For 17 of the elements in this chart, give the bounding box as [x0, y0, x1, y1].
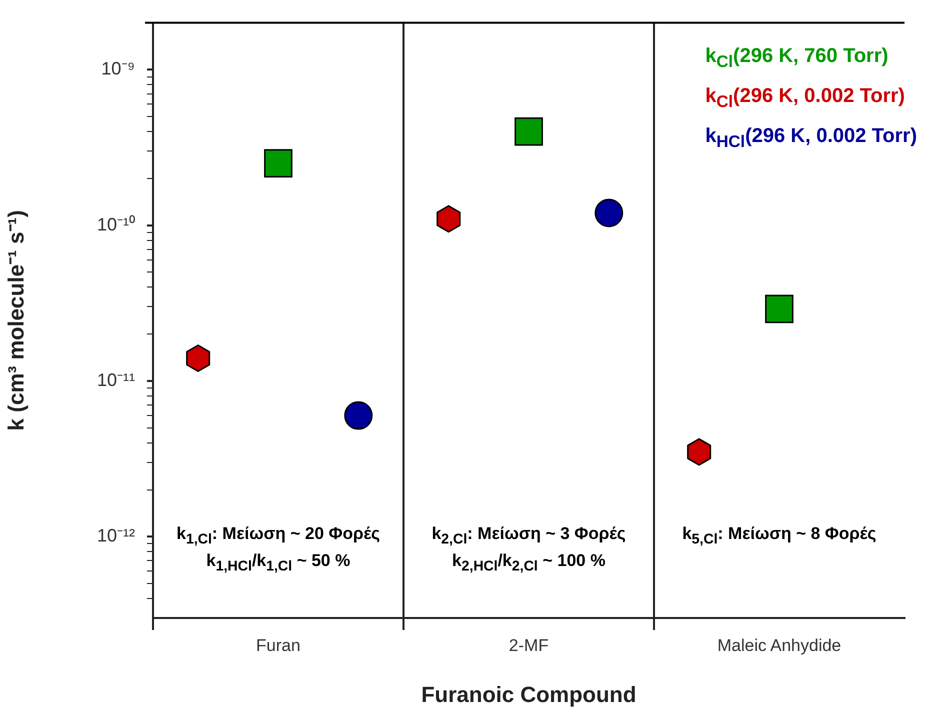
- y-tick-label: 10⁻⁹: [101, 58, 135, 79]
- annotation: k$_{1,HCl}$/k$_{1,Cl}$ ~ 50 %: [206, 551, 350, 574]
- x-tick-label: Furan: [256, 636, 300, 655]
- annotation: k$_{2,Cl}$: Μείωση ~ 3 Φορές: [432, 524, 626, 548]
- annotation: k$_{2,HCl}$/k$_{2,Cl}$ ~ 100 %: [452, 551, 606, 574]
- y-axis-title: k (cm³ molecule⁻¹ s⁻¹): [3, 210, 28, 431]
- x-tick-label: Maleic Anhydide: [717, 636, 842, 655]
- y-tick-label: 10⁻¹⁰: [96, 214, 135, 234]
- text: k$_{HCl}$(296 K, 0.002 Torr): [705, 124, 917, 153]
- x-axis-title: Furanoic Compound: [421, 682, 636, 707]
- y-tick-label: 10⁻¹²: [96, 526, 135, 546]
- text: k$_{Cl}$(296 K, 760 Torr): [705, 44, 890, 73]
- annotation: k$_{1,Cl}$: Μείωση ~ 20 Φορές: [176, 524, 380, 548]
- x-tick-label: 2-MF: [508, 636, 549, 655]
- y-tick-label: 10⁻¹¹: [96, 370, 135, 390]
- annotation: k$_{5,Cl}$: Μείωση ~ 8 Φορές: [682, 524, 876, 548]
- text: k$_{Cl}$(296 K, 0.002 Torr): [705, 84, 906, 113]
